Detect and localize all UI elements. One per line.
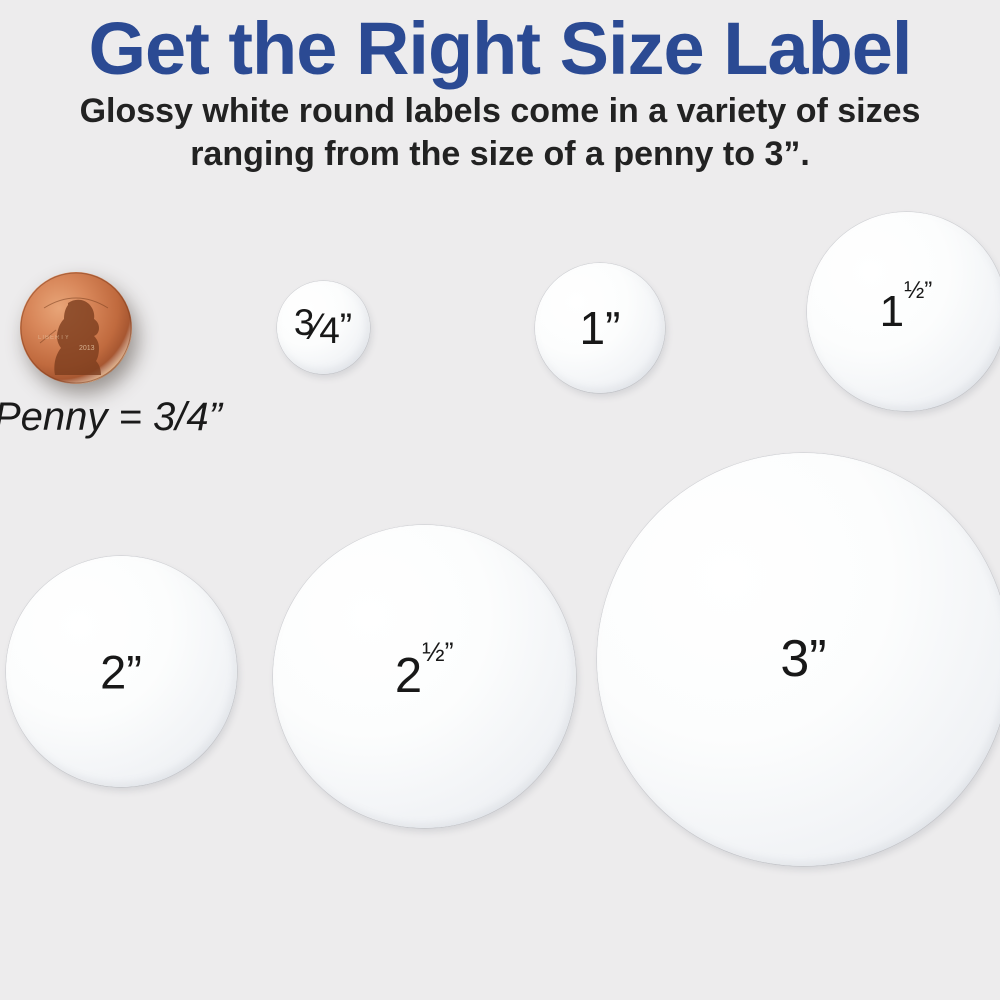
svg-text:LIBERTY: LIBERTY [38,335,70,341]
svg-text:2013: 2013 [79,345,95,352]
